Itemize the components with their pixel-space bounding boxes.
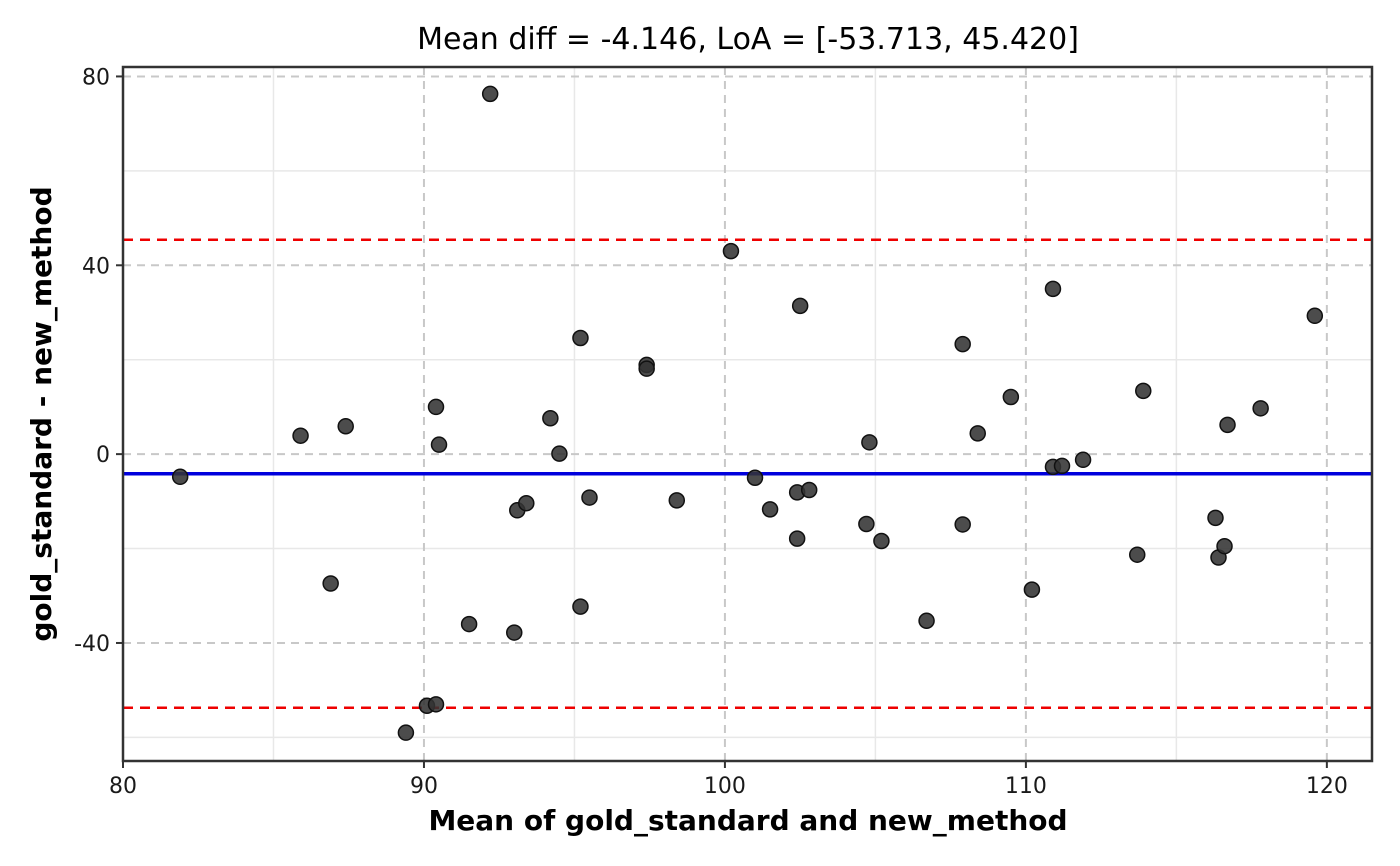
x-tick-label: 80 — [109, 774, 137, 799]
data-point — [292, 427, 309, 444]
data-point — [1306, 307, 1324, 325]
reference-lines — [123, 238, 1372, 709]
data-point — [1219, 416, 1236, 434]
data-point — [1207, 509, 1224, 527]
data-point — [427, 398, 445, 416]
y-axis-title: gold_standard - new_method — [25, 186, 58, 641]
data-point — [861, 434, 878, 451]
y-tick-label: -40 — [74, 632, 110, 657]
x-tick-label: 120 — [1306, 774, 1348, 799]
data-point — [1002, 388, 1020, 406]
data-point — [460, 615, 478, 633]
chart-title: Mean diff = -4.146, LoA = [-53.713, 45.4… — [417, 22, 1079, 57]
data-point — [969, 425, 986, 442]
data-point — [800, 481, 818, 499]
data-point — [873, 532, 890, 550]
data-point — [1216, 537, 1233, 555]
axis-ticks: 80 90 100 110 120 -40 0 40 80 — [74, 65, 1348, 799]
data-point — [427, 696, 445, 713]
data-point — [518, 494, 535, 512]
data-point — [1135, 382, 1152, 400]
data-point — [1053, 457, 1071, 475]
data-point — [954, 335, 971, 353]
y-tick-label: 0 — [96, 443, 110, 468]
data-point — [954, 516, 971, 533]
data-point — [746, 469, 764, 486]
data-point — [858, 515, 875, 533]
data-point — [397, 724, 415, 741]
data-point — [918, 612, 935, 630]
data-point — [638, 360, 655, 377]
x-tick-label: 90 — [410, 774, 438, 799]
data-points — [171, 85, 1324, 741]
data-point — [322, 575, 339, 592]
data-point — [1074, 451, 1092, 469]
data-point — [506, 624, 523, 641]
data-point — [791, 297, 809, 315]
data-point — [430, 436, 448, 453]
data-point — [481, 85, 499, 103]
plot-border — [121, 65, 1374, 763]
data-point — [542, 409, 559, 427]
data-point — [668, 492, 686, 509]
data-point — [171, 468, 189, 486]
data-point — [337, 418, 354, 435]
data-point — [581, 489, 598, 506]
data-point — [1252, 400, 1269, 417]
data-point — [551, 445, 568, 462]
y-tick-label: 40 — [82, 254, 110, 279]
y-tick-label: 80 — [82, 65, 110, 90]
data-point — [1044, 280, 1062, 298]
x-tick-label: 110 — [1005, 774, 1047, 799]
x-axis-title: Mean of gold_standard and new_method — [428, 804, 1067, 837]
data-point — [572, 329, 589, 347]
data-point — [572, 598, 589, 615]
data-point — [722, 242, 740, 260]
x-tick-label: 100 — [704, 774, 746, 799]
data-point — [761, 501, 779, 518]
data-point — [1023, 581, 1041, 598]
data-point — [1128, 546, 1146, 563]
data-point — [788, 530, 806, 547]
grid — [122, 67, 1372, 761]
